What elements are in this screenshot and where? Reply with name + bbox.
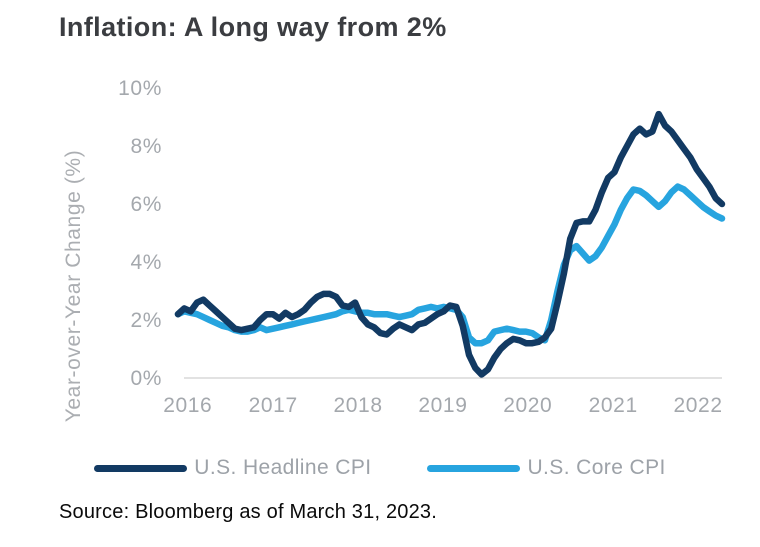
series-line-u-s-headline-cpi	[174, 110, 726, 378]
chart-legend: U.S. Headline CPI U.S. Core CPI	[0, 456, 760, 480]
cpi-line-chart-plot: 0% 2% 4% 6% 8% 10% Year-over-Year Change (%) 20…	[0, 60, 760, 455]
y-tick-label: 4%	[130, 251, 162, 274]
x-tick-label: 2022	[674, 394, 723, 417]
y-tick-label: 8%	[130, 135, 162, 158]
legend-line-swatch	[94, 464, 188, 472]
x-tick-label: 2016	[163, 394, 212, 417]
y-axis-title: Year-over-Year Change (%)	[62, 150, 85, 423]
x-tick-label: 2021	[589, 394, 638, 417]
x-tick-label: 2019	[418, 394, 467, 417]
y-tick-label: 0%	[130, 367, 162, 390]
source-note: Source: Bloomberg as of March 31, 2023.	[59, 501, 438, 523]
y-tick-label: 6%	[130, 193, 162, 216]
y-tick-label: 2%	[130, 309, 162, 332]
legend-item-u-s-core-cpi: U.S. Core CPI	[427, 456, 665, 480]
y-tick-label: 10%	[118, 77, 162, 100]
legend-item-u-s-headline-cpi: U.S. Headline CPI	[94, 456, 371, 480]
x-tick-label: 2018	[334, 394, 383, 417]
legend-label: U.S. Headline CPI	[194, 456, 372, 479]
x-tick-label: 2017	[249, 394, 298, 417]
legend-line-swatch	[427, 464, 521, 472]
chart-svg: 0% 2% 4% 6% 8% 10% Year-over-Year Change (%) 20…	[62, 77, 726, 423]
x-tick-label: 2020	[503, 394, 552, 417]
chart-title: Inflation: A long way from 2%	[59, 12, 447, 42]
legend-label: U.S. Core CPI	[527, 456, 666, 479]
